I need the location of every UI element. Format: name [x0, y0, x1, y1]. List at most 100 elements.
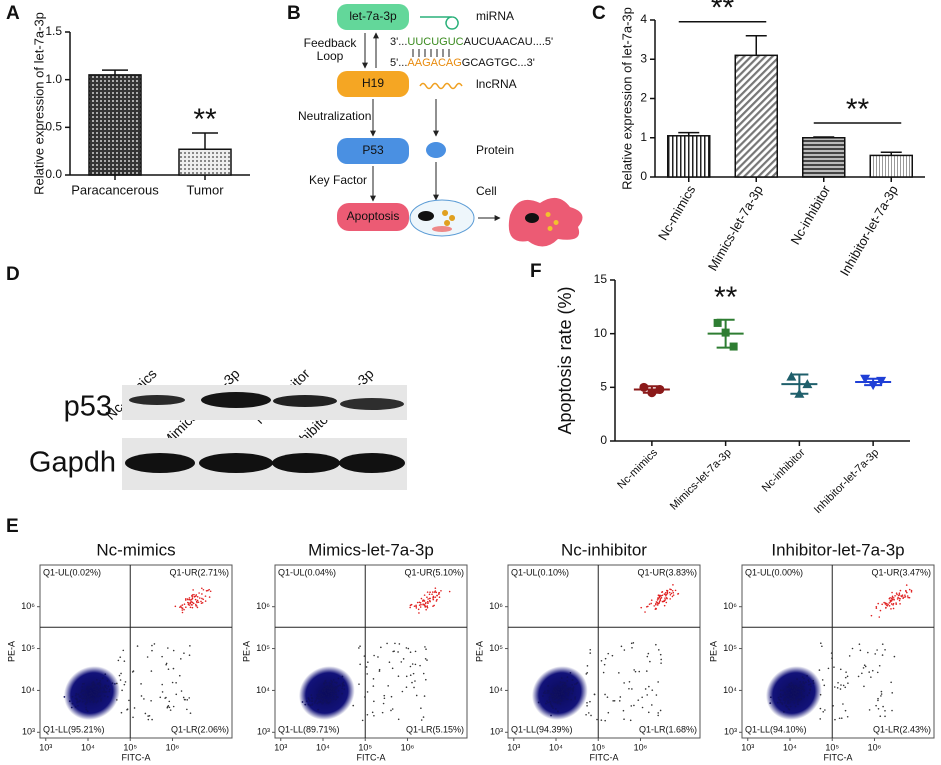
event-dot [414, 663, 417, 666]
event-dot [186, 708, 188, 711]
event-dot [108, 690, 111, 693]
event-dot [192, 602, 195, 605]
y-tick-label: 10³ [257, 727, 270, 737]
x-tick-label: 10⁴ [81, 742, 95, 752]
event-dot [335, 691, 337, 694]
event-dot [564, 682, 567, 685]
x-tick-label: 10⁵ [358, 742, 372, 752]
event-dot [342, 681, 345, 684]
event-dot [567, 691, 570, 694]
event-dot [864, 665, 867, 668]
event-dot [318, 698, 321, 701]
event-dot [606, 696, 609, 698]
event-dot [189, 599, 192, 601]
x-tick-label: 10³ [39, 742, 52, 752]
event-dot [553, 686, 556, 689]
event-dot [84, 702, 87, 705]
event-dot [426, 606, 429, 609]
event-dot [328, 691, 331, 693]
event-dot [892, 604, 894, 606]
event-dot [842, 684, 845, 687]
event-dot [332, 698, 335, 700]
event-dot [328, 681, 331, 684]
event-dot [800, 693, 803, 696]
event-dot [847, 682, 849, 684]
event-dot [549, 701, 552, 704]
apoptosis-box-label: Apoptosis [347, 209, 400, 223]
event-dot [790, 682, 793, 684]
event-dot [878, 664, 881, 667]
event-dot [366, 691, 369, 693]
event-dot [93, 688, 95, 691]
point [721, 328, 730, 337]
event-dot [659, 709, 662, 712]
organelle [432, 226, 452, 232]
event-dot [321, 697, 324, 700]
x-tick-label: Nc-inhibitor [787, 182, 833, 247]
event-dot [331, 686, 334, 689]
event-dot [343, 684, 346, 687]
event-dot [885, 606, 887, 609]
event-dot [124, 681, 127, 683]
event-dot [420, 597, 423, 600]
event-dot [401, 690, 404, 693]
event-dot [423, 600, 426, 602]
event-dot [554, 698, 556, 700]
event-dot [324, 692, 327, 694]
event-dot [769, 696, 772, 699]
event-dot [198, 597, 201, 599]
event-dot [92, 680, 95, 683]
event-dot [416, 601, 419, 604]
event-dot [862, 667, 865, 669]
event-dot [191, 604, 193, 606]
event-dot [889, 601, 892, 603]
event-dot [82, 689, 85, 692]
event-dot [571, 692, 574, 695]
point [860, 374, 871, 384]
point [647, 388, 657, 398]
y-axis-label: Apoptosis rate (%) [555, 286, 575, 434]
event-dot [809, 689, 811, 692]
event-dot [562, 684, 565, 687]
event-dot [668, 591, 671, 594]
event-dot [425, 648, 427, 650]
event-dot [438, 596, 441, 599]
event-dot [432, 598, 435, 601]
point [655, 384, 665, 394]
event-dot [414, 650, 417, 653]
event-dot [783, 702, 786, 704]
event-dot [573, 683, 576, 686]
event-dot [788, 697, 791, 700]
y-tick-label: 10⁴ [723, 685, 737, 695]
event-dot [180, 658, 182, 660]
event-dot [586, 672, 589, 674]
event-dot [788, 683, 791, 686]
event-dot [622, 709, 625, 712]
event-dot [102, 686, 104, 689]
y-tick-label: 10³ [22, 727, 35, 737]
event-dot [419, 606, 422, 608]
event-dot [590, 714, 592, 717]
x-axis-label: FITC-A [357, 752, 386, 762]
event-dot [309, 704, 312, 707]
event-dot [554, 688, 557, 691]
event-dot [629, 719, 632, 722]
mirna-box [337, 4, 409, 30]
event-dot [560, 677, 563, 680]
event-dot [891, 591, 893, 594]
event-dot [905, 590, 907, 593]
event-dot [786, 686, 788, 688]
event-dot [103, 690, 106, 692]
event-dot [857, 675, 860, 678]
event-dot [96, 682, 99, 685]
event-dot [891, 709, 893, 712]
quadrant-label: Q1-LR(2.06%) [171, 724, 229, 734]
event-dot [669, 588, 671, 590]
event-dot [819, 707, 822, 710]
event-dot [809, 683, 812, 685]
point [639, 382, 649, 392]
event-dot [99, 685, 102, 687]
y-tick-label: 0.5 [45, 120, 62, 134]
event-dot [833, 686, 836, 688]
event-dot [548, 698, 551, 701]
